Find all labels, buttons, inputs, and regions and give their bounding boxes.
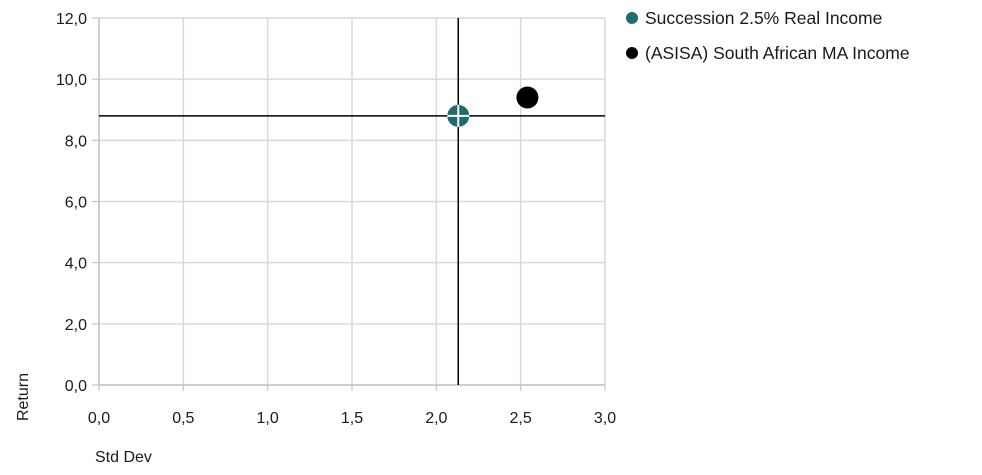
legend: Succession 2.5% Real Income (ASISA) South…: [626, 8, 910, 63]
tick-labels: 0,0 0,5 1,0 1,5 2,0 2,5 3,0 0,0 2,0 4,0 6,0 8,0 10,0…: [56, 11, 616, 427]
x-tick-label: 1,5: [341, 410, 363, 427]
y-tick-label: 2,0: [65, 317, 87, 334]
legend-label: Succession 2.5% Real Income: [645, 8, 882, 28]
x-tick-label: 2,0: [425, 410, 447, 427]
x-tick-label: 2,5: [510, 410, 532, 427]
legend-marker: [626, 47, 638, 59]
y-tick-label: 8,0: [65, 133, 87, 150]
y-axis-title: Return: [15, 373, 32, 421]
y-tick-label: 6,0: [65, 195, 87, 212]
x-tick-label: 0,0: [88, 410, 110, 427]
data-points: [447, 86, 539, 127]
y-tick-label: 4,0: [65, 256, 87, 273]
x-tick-label: 1,0: [257, 410, 279, 427]
legend-label: (ASISA) South African MA Income: [645, 43, 910, 63]
y-tick-label: 12,0: [56, 11, 87, 28]
x-axis-title: Std Dev: [95, 449, 152, 466]
x-tick-label: 0,5: [172, 410, 194, 427]
axes: [92, 17, 606, 391]
reference-lines: [99, 18, 605, 385]
y-tick-label: 10,0: [56, 72, 87, 89]
legend-marker: [626, 12, 638, 24]
grid: [99, 17, 606, 385]
y-tick-label: 0,0: [65, 378, 87, 395]
data-point-sector: [516, 86, 539, 109]
x-tick-label: 3,0: [594, 410, 616, 427]
